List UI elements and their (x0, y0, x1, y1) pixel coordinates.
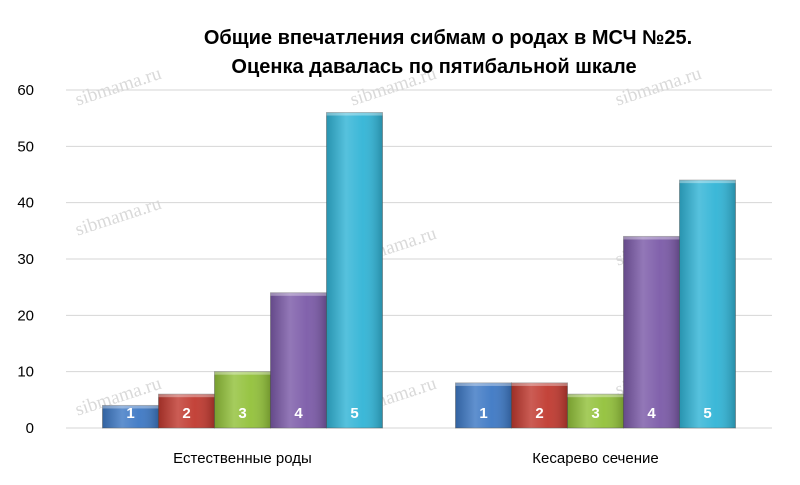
bar-top (270, 292, 327, 296)
bar-data-label: 5 (703, 405, 711, 422)
bar-shine (158, 394, 215, 428)
y-tick-label: 60 (17, 82, 34, 99)
y-tick-label: 30 (17, 251, 34, 268)
chart-title: Общие впечатления сибмам о родах в МСЧ №… (204, 27, 692, 49)
bar-data-label: 5 (350, 405, 358, 422)
watermark-text: sibmama.ru (73, 193, 165, 241)
bar-data-label: 1 (126, 405, 134, 422)
bar-top (511, 382, 568, 386)
bar-data-label: 4 (294, 405, 303, 422)
bar-top (158, 394, 215, 398)
y-axis-ticks: 0 10 20 30 40 50 60 (17, 82, 34, 437)
bar-top (679, 180, 736, 184)
watermark-text: sibmama.ru (73, 63, 165, 111)
bar-data-label: 4 (647, 405, 656, 422)
bar-shine (679, 180, 736, 428)
bar-top (326, 112, 383, 116)
y-tick-label: 0 (26, 420, 34, 437)
bar-top (623, 236, 680, 240)
bar-top (455, 382, 512, 386)
y-tick-label: 40 (17, 195, 34, 212)
y-tick-label: 10 (17, 364, 34, 381)
bar-data-label: 3 (238, 405, 246, 422)
bar-data-label: 2 (182, 405, 190, 422)
chart-subtitle: Оценка давалась по пятибальной шкале (231, 56, 636, 78)
bar-shine (214, 371, 271, 428)
bar-shine (326, 112, 383, 429)
x-category-label: Кесарево сечение (532, 450, 658, 467)
bar-shine (623, 236, 680, 428)
bar-data-label: 2 (535, 405, 543, 422)
bar-top (102, 405, 159, 409)
bar-shine (270, 292, 327, 428)
bar-data-label: 3 (591, 405, 599, 422)
bar-shine (511, 382, 568, 428)
bar-shine (455, 382, 512, 428)
bar-shine (102, 405, 159, 428)
bar-top (214, 371, 271, 375)
x-category-label: Естественные роды (173, 450, 312, 467)
y-tick-label: 20 (17, 307, 34, 324)
bar-shine (567, 394, 624, 428)
bar-top (567, 394, 624, 398)
watermark-layer: sibmama.ru sibmama.ru sibmama.rusibmama.ru… (73, 63, 705, 421)
y-tick-label: 50 (17, 138, 34, 155)
bar-data-label: 1 (479, 405, 487, 422)
x-axis-categories: Естественные роды Кесарево сечение (173, 450, 659, 467)
bar-labels: 1 2 3 4 5 1 2 3 4 5 (126, 405, 711, 422)
bars (102, 112, 736, 429)
